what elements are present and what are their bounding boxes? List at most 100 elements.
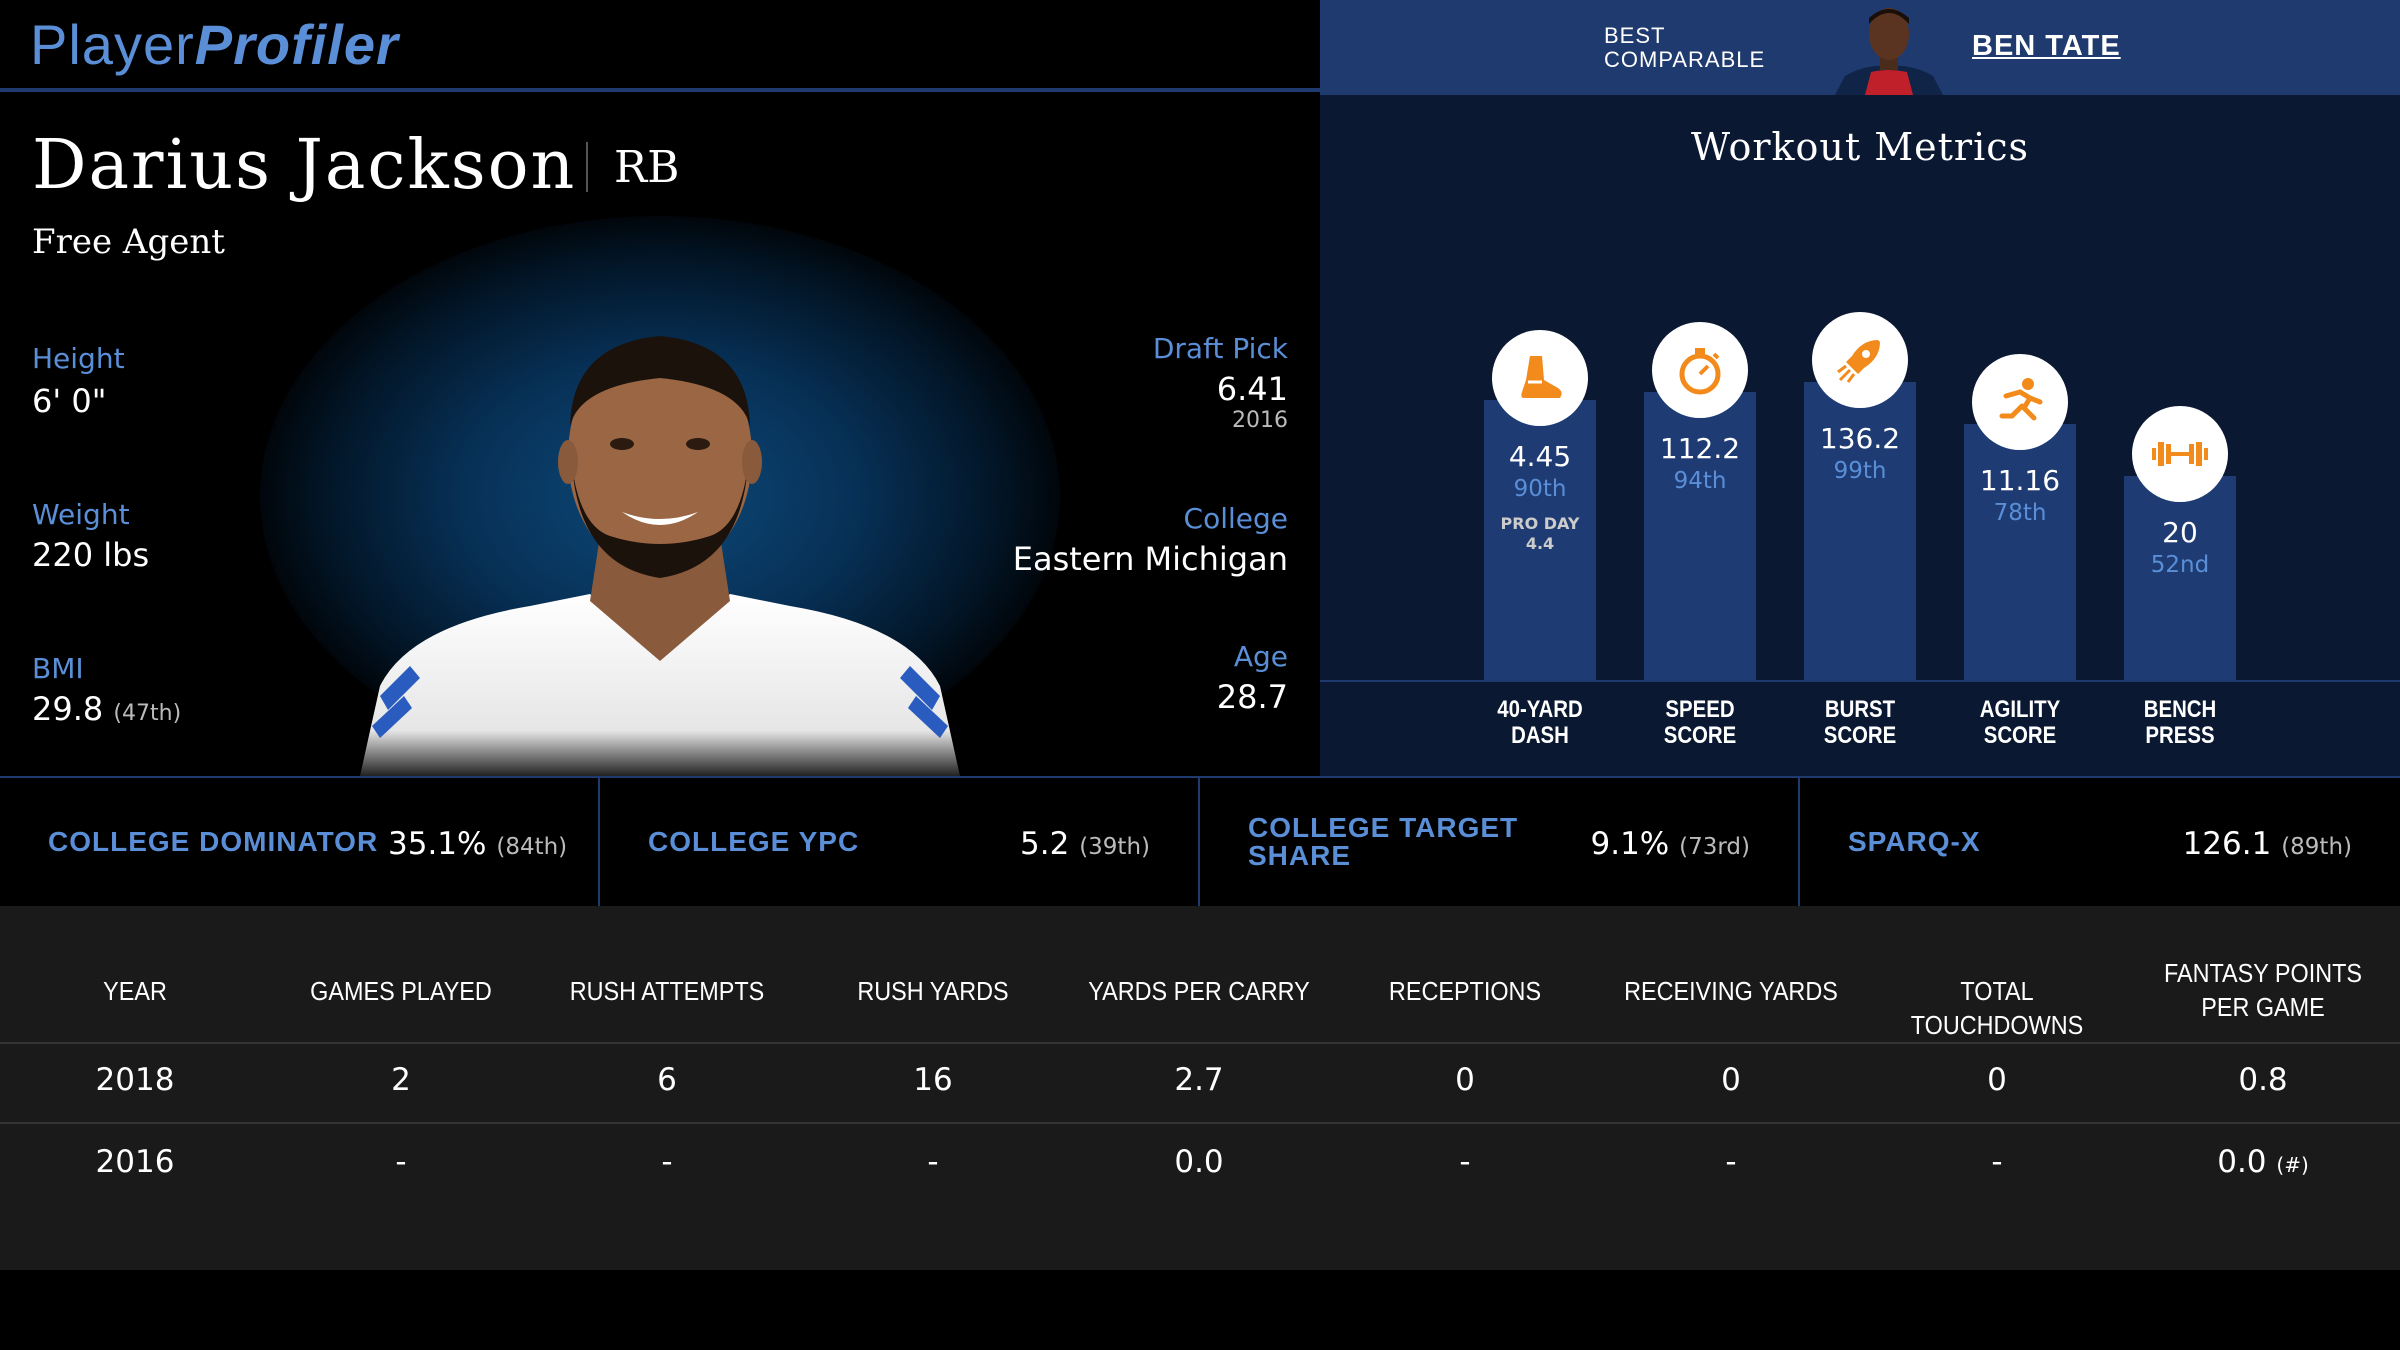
sparq-x-value: 126.1 (89th) [2183, 826, 2352, 862]
sparq-x-rank: (89th) [2281, 834, 2352, 860]
metric-pro-day: PRO DAY 4.4 [1484, 514, 1596, 554]
pro-day-value: 4.4 [1525, 534, 1555, 553]
col-receiving-yards[interactable]: RECEIVING YARDS [1624, 976, 1838, 1006]
bmi-value: 29.8 [32, 690, 104, 728]
draft-pick-label: Draft Pick [1152, 332, 1288, 365]
table-cell: 2018 [95, 1062, 175, 1098]
table-cell: 6 [657, 1062, 677, 1098]
college-target-share-rank: (73rd) [1679, 834, 1750, 860]
col-fantasy-points-per-game[interactable]: FANTASY POINTS PER GAME [2163, 958, 2363, 1022]
fantasy-note[interactable]: (#) [2276, 1153, 2309, 1177]
name-divider [586, 142, 588, 192]
college-dominator-value: 35.1% (84th) [388, 826, 567, 862]
draft-pick-value: 6.41 [1216, 370, 1288, 408]
metric-rank: 52nd [2150, 552, 2210, 578]
metric-rank: 78th [1993, 500, 2047, 526]
player-name: Darius Jackson [32, 126, 577, 205]
metric-bar [1484, 400, 1596, 680]
table-cell: - [395, 1144, 407, 1180]
metric-bar [1644, 392, 1756, 680]
metric-label: BURST SCORE [1792, 697, 1928, 749]
table-cell: 0.0 [1174, 1144, 1224, 1180]
metric-label: 40-YARD DASH [1472, 697, 1608, 749]
bmi-label: BMI [32, 652, 84, 685]
age-label: Age [1233, 640, 1288, 673]
weight-value: 220 lbs [32, 536, 150, 574]
metric-bar [2124, 476, 2236, 680]
player-position: RB [614, 142, 680, 193]
table-cell: - [1991, 1144, 2003, 1180]
col-rush-attempts[interactable]: RUSH ATTEMPTS [569, 976, 765, 1006]
running-shoe-icon [1492, 330, 1588, 426]
col-receptions[interactable]: RECEPTIONS [1388, 976, 1542, 1006]
metric-value: 112.2 [1659, 432, 1741, 465]
table-cell: 0 [1721, 1062, 1741, 1098]
logo-part-2: Profiler [194, 13, 399, 76]
col-yards-per-carry[interactable]: YARDS PER CARRY [1088, 976, 1310, 1006]
college-ypc-number: 5.2 [1020, 826, 1070, 862]
draft-year: 2016 [1232, 408, 1288, 433]
table-cell: - [1725, 1144, 1737, 1180]
page-footer [0, 1270, 2400, 1350]
college-target-share-value: 9.1% (73rd) [1591, 826, 1751, 862]
college-dominator-number: 35.1% [388, 826, 487, 862]
chart-baseline [1320, 680, 2400, 682]
college-stats-strip: COLLEGE DOMINATOR 35.1% (84th) COLLEGE Y… [0, 776, 2400, 906]
table-cell: 2016 [95, 1144, 175, 1180]
row-divider [0, 1042, 2400, 1044]
col-games-played[interactable]: GAMES PLAYED [310, 976, 492, 1006]
metric-rank: 94th [1673, 468, 1727, 494]
metric-value: 11.16 [1979, 464, 2061, 497]
metric-bar [1804, 382, 1916, 680]
metric-label-line1: BENCH [2143, 696, 2217, 723]
bmi-rank: (47th) [113, 701, 182, 726]
metric-label: BENCH PRESS [2112, 697, 2248, 749]
metric-label-line1: AGILITY [1979, 696, 2061, 723]
metric-label-line1: 40-YARD [1497, 696, 1583, 723]
fantasy-value: 0.0 [2217, 1144, 2267, 1180]
barbell-icon [2132, 406, 2228, 502]
bmi-value-group: 29.8 (47th) [32, 690, 181, 728]
college-ypc-label: COLLEGE YPC [648, 826, 860, 857]
table-cell: 2 [391, 1062, 411, 1098]
college-dominator-box: COLLEGE DOMINATOR 35.1% (84th) [0, 778, 600, 906]
best-comparable-bar: BEST COMPARABLE BEN TATE [1320, 0, 2400, 95]
college-target-share-label: COLLEGE TARGET SHARE [1248, 814, 1518, 870]
metric-label-line2: DASH [1511, 722, 1569, 749]
best-comparable-name-link[interactable]: BEN TATE [1972, 30, 2121, 62]
metric-value: 136.2 [1819, 422, 1901, 455]
height-value: 6' 0" [32, 382, 107, 420]
metric-bar [1964, 424, 2076, 680]
metric-rank: 99th [1833, 458, 1887, 484]
college-label: College [1183, 502, 1288, 535]
sparq-x-box: SPARQ-X 126.1 (89th) [1800, 778, 2400, 906]
table-cell: 0 [1455, 1062, 1475, 1098]
table-cell: 0 [1987, 1062, 2007, 1098]
metric-label-line2: SCORE [1663, 722, 1737, 749]
table-cell: 0.8 [2238, 1062, 2288, 1098]
metric-label-line2: SCORE [1823, 722, 1897, 749]
metric-value: 4.45 [1508, 440, 1572, 473]
metric-label-line2: PRESS [2145, 722, 2215, 749]
col-rush-yards[interactable]: RUSH YARDS [857, 976, 1009, 1006]
metric-label: SPEED SCORE [1632, 697, 1768, 749]
college-target-share-line2: SHARE [1248, 840, 1352, 871]
player-profiler-logo[interactable]: PlayerProfiler [30, 12, 399, 77]
col-total-touchdowns[interactable]: TOTAL TOUCHDOWNS [1910, 976, 2084, 1040]
table-cell: - [1459, 1144, 1471, 1180]
best-comparable-line1: BEST [1604, 23, 1666, 48]
workout-metrics-panel: Workout Metrics 4.45 90th PRO DAY 4.4 40… [1320, 95, 2400, 776]
college-dominator-label: COLLEGE DOMINATOR [48, 826, 379, 857]
runner-icon [1972, 354, 2068, 450]
col-year[interactable]: YEAR [103, 976, 167, 1006]
metric-value: 20 [2162, 516, 2198, 549]
height-label: Height [32, 342, 125, 375]
best-comparable-line2: COMPARABLE [1604, 47, 1766, 72]
metric-label: AGILITY SCORE [1952, 697, 2088, 749]
table-cell: - [661, 1144, 673, 1180]
stopwatch-icon [1652, 322, 1748, 418]
table-cell-fantasy: 0.0 (#) [2130, 1144, 2396, 1180]
player-photo [350, 326, 970, 776]
pro-day-label: PRO DAY [1500, 514, 1580, 533]
season-stats-table: YEAR GAMES PLAYED RUSH ATTEMPTS RUSH YAR… [0, 906, 2400, 1270]
